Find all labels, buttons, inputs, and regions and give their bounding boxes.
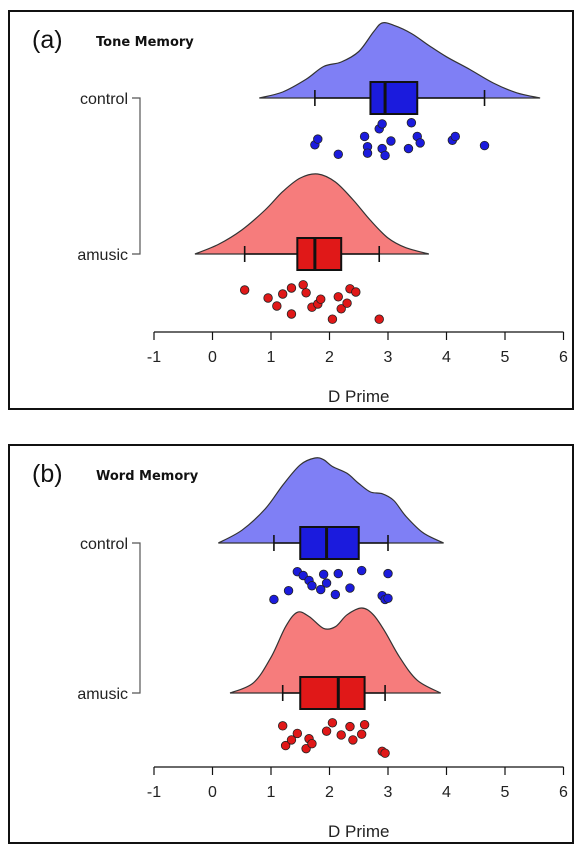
data-point — [286, 309, 297, 319]
data-point — [386, 136, 396, 146]
x-tick-label: 4 — [442, 349, 451, 366]
group-control: control — [80, 22, 541, 161]
data-point — [359, 131, 370, 142]
data-point — [316, 294, 326, 304]
group-amusic: amusic — [77, 607, 441, 758]
data-point — [406, 118, 417, 128]
group-label-control: control — [80, 536, 128, 553]
data-point — [278, 289, 288, 299]
data-point — [336, 304, 346, 314]
x-tick-label: 1 — [267, 784, 276, 801]
box-amusic — [299, 676, 366, 710]
data-point — [348, 735, 358, 745]
x-tick-label: 4 — [442, 784, 451, 801]
density-cloud-amusic — [194, 173, 430, 255]
group-label-amusic: amusic — [77, 247, 128, 264]
data-point — [318, 569, 329, 580]
group-label-control: control — [80, 91, 128, 108]
data-point — [403, 143, 414, 154]
x-axis: -1 0 1 2 3 4 5 6 D Prime — [147, 766, 568, 841]
data-point — [359, 720, 370, 730]
data-point — [307, 581, 317, 591]
x-tick-label: 6 — [559, 349, 568, 366]
x-axis: -1 0 1 2 3 4 5 6 D Prime — [147, 331, 568, 406]
group-label-amusic: amusic — [77, 686, 128, 703]
data-point — [336, 730, 346, 740]
chart-title: Word Memory — [96, 469, 199, 484]
data-point — [380, 748, 390, 758]
tone-memory-plot: control amusic -1 0 1 2 3 4 5 6 D Prime — [77, 22, 568, 406]
x-tick-label: 6 — [559, 784, 568, 801]
density-cloud-control — [259, 22, 541, 99]
data-point — [307, 739, 317, 749]
data-point — [374, 314, 384, 324]
data-point — [327, 314, 338, 324]
x-tick-label: 1 — [267, 349, 276, 366]
data-point — [316, 584, 326, 595]
x-tick-label: 2 — [325, 349, 334, 366]
data-point — [313, 134, 323, 144]
box-amusic — [296, 237, 343, 271]
x-tick-label: 0 — [208, 784, 217, 801]
x-tick-label: -1 — [147, 784, 161, 801]
group-bracket — [132, 542, 141, 694]
data-point — [330, 589, 341, 600]
data-point — [351, 287, 361, 297]
data-point — [321, 578, 332, 588]
panel-tone-memory: (a) Tone Memory control amusic -1 0 1 2 3 4 5 6 D … — [8, 10, 574, 410]
x-tick-label: -1 — [147, 349, 161, 366]
data-point — [269, 594, 279, 605]
chart-title: Tone Memory — [96, 35, 194, 50]
x-tick-label: 5 — [501, 349, 510, 366]
data-point — [333, 568, 343, 579]
data-point — [362, 148, 373, 158]
box-control — [369, 81, 419, 115]
data-point — [415, 138, 425, 148]
x-axis-title: D Prime — [328, 822, 389, 841]
x-axis-title: D Prime — [328, 387, 389, 406]
data-point — [239, 285, 250, 295]
data-point — [298, 280, 308, 290]
data-point — [383, 593, 393, 604]
x-tick-label: 2 — [325, 784, 334, 801]
panel-label: (a) — [32, 26, 63, 54]
x-tick-label: 0 — [208, 349, 217, 366]
group-control: control — [80, 457, 444, 605]
data-point — [278, 721, 288, 731]
group-bracket — [132, 97, 141, 255]
x-tick-label: 3 — [384, 349, 393, 366]
data-point — [342, 298, 352, 308]
data-point — [356, 729, 367, 739]
data-point — [377, 119, 387, 129]
data-point — [263, 293, 273, 303]
data-point — [450, 131, 460, 142]
data-point — [479, 140, 490, 151]
group-amusic: amusic — [77, 173, 430, 324]
data-point — [383, 568, 393, 579]
data-point — [272, 301, 282, 311]
word-memory-plot: control amusic -1 0 1 2 3 4 5 6 D Prime — [77, 457, 568, 841]
data-point — [333, 292, 343, 302]
density-cloud-control — [218, 457, 444, 544]
panel-label: (b) — [32, 460, 63, 488]
data-point — [301, 288, 311, 298]
data-point — [280, 740, 291, 751]
x-tick-label: 5 — [501, 784, 510, 801]
data-point — [292, 728, 303, 739]
x-tick-label: 3 — [384, 784, 393, 801]
data-point — [380, 150, 390, 161]
data-point — [327, 718, 338, 728]
data-point — [286, 283, 297, 293]
panel-word-memory: (b) Word Memory control amusic -1 0 1 2 3 4 5 6 D … — [8, 444, 574, 844]
data-point — [345, 721, 355, 732]
density-cloud-amusic — [229, 607, 441, 694]
data-point — [283, 585, 294, 596]
data-point — [321, 726, 332, 736]
data-point — [333, 149, 343, 160]
data-point — [286, 735, 297, 745]
data-point — [356, 565, 367, 576]
data-point — [345, 583, 355, 593]
box-control — [299, 526, 360, 560]
